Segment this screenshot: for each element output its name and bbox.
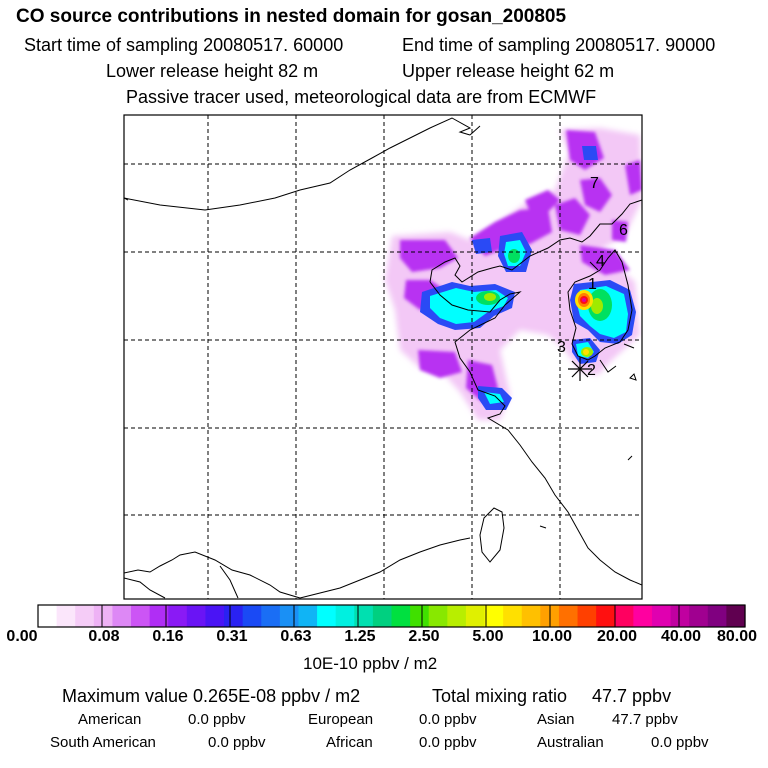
colorbar-swatch bbox=[38, 605, 58, 627]
colorbar-swatch bbox=[670, 605, 690, 627]
colorbar-swatch bbox=[75, 605, 95, 627]
receptor-star-icon bbox=[568, 357, 592, 381]
colorbar-tick: 40.00 bbox=[660, 628, 702, 645]
region-value: 0.0 ppbv bbox=[419, 734, 477, 751]
colorbar-swatch bbox=[428, 605, 448, 627]
colorbar-swatch bbox=[335, 605, 355, 627]
colorbar-swatch bbox=[521, 605, 541, 627]
colorbar-swatch bbox=[372, 605, 393, 627]
colorbar-swatch bbox=[465, 605, 486, 627]
lower-release-height: Lower release height 82 m bbox=[106, 61, 319, 81]
colorbar bbox=[37, 604, 746, 628]
plot-title: CO source contributions in nested domain… bbox=[16, 6, 567, 27]
region-name: Asian bbox=[537, 711, 575, 728]
plume-field bbox=[124, 115, 642, 599]
region-value: 47.7 ppbv bbox=[612, 711, 678, 728]
colorbar-swatch bbox=[261, 605, 281, 627]
region-name: African bbox=[326, 734, 373, 751]
colorbar-tick: 0.08 bbox=[88, 628, 120, 645]
colorbar-tick: 0.00 bbox=[6, 628, 38, 645]
region-value: 0.0 ppbv bbox=[651, 734, 709, 751]
colorbar-tick-labels: 0.00 0.08 0.16 0.31 0.63 1.25 2.50 5.00 … bbox=[0, 628, 768, 650]
site-label-4: 4 bbox=[596, 253, 605, 270]
total-mixing-ratio-label: Total mixing ratio bbox=[432, 686, 568, 706]
colorbar-swatch bbox=[205, 605, 225, 627]
colorbar-swatch bbox=[410, 605, 430, 627]
colorbar-swatch bbox=[484, 605, 504, 627]
colorbar-swatch bbox=[689, 605, 709, 627]
colorbar-swatch bbox=[298, 605, 318, 627]
start-time: Start time of sampling 20080517. 60000 bbox=[24, 35, 344, 55]
colorbar-swatch bbox=[186, 605, 207, 627]
lat-lon-grid bbox=[124, 115, 642, 599]
colorbar-swatch bbox=[726, 605, 746, 627]
colorbar-swatch bbox=[242, 605, 262, 627]
colorbar-swatch bbox=[93, 605, 114, 627]
region-name: South American bbox=[50, 734, 156, 751]
site-label-3: 3 bbox=[557, 339, 566, 356]
colorbar-swatch bbox=[651, 605, 672, 627]
region-name: American bbox=[78, 711, 142, 728]
total-mixing-ratio-value: 47.7 ppbv bbox=[592, 686, 672, 706]
colorbar-tick: 0.16 bbox=[152, 628, 184, 645]
colorbar-swatch bbox=[168, 605, 188, 627]
site-label-6: 6 bbox=[619, 222, 628, 239]
colorbar-tick: 0.31 bbox=[216, 628, 248, 645]
colorbar-swatch bbox=[707, 605, 727, 627]
region-value: 0.0 ppbv bbox=[188, 711, 246, 728]
colorbar-swatch bbox=[112, 605, 132, 627]
colorbar-swatch bbox=[447, 605, 467, 627]
colorbar-tick: 2.50 bbox=[408, 628, 440, 645]
upper-release-height: Upper release height 62 m bbox=[402, 61, 615, 81]
colorbar-swatch bbox=[596, 605, 616, 627]
colorbar-frame bbox=[37, 604, 746, 628]
maximum-value: Maximum value 0.265E-08 ppbv / m2 bbox=[62, 686, 361, 706]
site-label-2: 2 bbox=[587, 362, 596, 379]
site-label-1: 1 bbox=[588, 276, 597, 293]
colorbar-swatch bbox=[354, 605, 374, 627]
colorbar-tick: 10.00 bbox=[531, 628, 573, 645]
colorbar-swatch bbox=[131, 605, 151, 627]
tracer-note: Passive tracer used, meteorological data… bbox=[126, 87, 597, 107]
colorbar-swatch bbox=[633, 605, 653, 627]
colorbar-swatch bbox=[56, 605, 76, 627]
colorbar-swatch bbox=[149, 605, 169, 627]
site-label-7: 7 bbox=[590, 175, 599, 192]
colorbar-tick: 80.00 bbox=[716, 628, 758, 645]
colorbar-swatch bbox=[558, 605, 579, 627]
colorbar-swatch bbox=[317, 605, 337, 627]
colorbar-swatch bbox=[391, 605, 411, 627]
end-time: End time of sampling 20080517. 90000 bbox=[402, 35, 716, 55]
region-value: 0.0 ppbv bbox=[419, 711, 477, 728]
colorbar-tick: 20.00 bbox=[596, 628, 638, 645]
colorbar-tick: 0.63 bbox=[280, 628, 312, 645]
colorbar-swatch bbox=[503, 605, 523, 627]
colorbar-swatch bbox=[577, 605, 597, 627]
map-frame bbox=[123, 114, 643, 600]
region-name: Australian bbox=[537, 734, 604, 751]
colorbar-tick: 1.25 bbox=[344, 628, 376, 645]
colorbar-units: 10E-10 ppbv / m2 bbox=[303, 654, 438, 673]
colorbar-swatch bbox=[614, 605, 634, 627]
colorbar-swatch bbox=[279, 605, 300, 627]
region-value: 0.0 ppbv bbox=[208, 734, 266, 751]
colorbar-tick: 5.00 bbox=[472, 628, 504, 645]
region-name: European bbox=[308, 711, 374, 728]
colorbar-swatch bbox=[224, 605, 244, 627]
